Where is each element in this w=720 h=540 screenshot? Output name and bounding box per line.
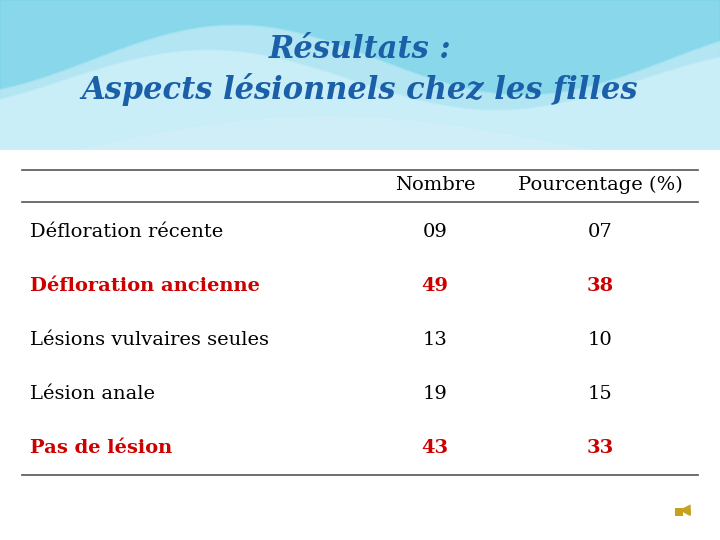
Bar	[0, 0, 720, 210]
Bar	[0, 150, 720, 480]
Text: Pas de lésion: Pas de lésion	[30, 439, 172, 457]
Text: 38: 38	[586, 277, 613, 295]
Text: Défloration récente: Défloration récente	[30, 223, 223, 241]
Text: Aspects lésionnels chez les filles: Aspects lésionnels chez les filles	[82, 73, 638, 106]
Text: 49: 49	[421, 277, 449, 295]
Text: 13: 13	[423, 331, 447, 349]
Text: 15: 15	[588, 385, 613, 403]
Text: Lésions vulvaires seules: Lésions vulvaires seules	[30, 331, 269, 349]
Text: 19: 19	[423, 385, 447, 403]
Text: 43: 43	[421, 439, 449, 457]
Text: Lésion anale: Lésion anale	[30, 385, 155, 403]
Text: 10: 10	[588, 331, 613, 349]
Text: Défloration ancienne: Défloration ancienne	[30, 277, 260, 295]
Text: 33: 33	[586, 439, 613, 457]
Text: 07: 07	[588, 223, 613, 241]
Bar	[675, 508, 683, 516]
Text: Résultats :: Résultats :	[269, 35, 451, 65]
Text: Pourcentage (%): Pourcentage (%)	[518, 176, 683, 194]
Wedge shape	[683, 508, 691, 516]
Text: 09: 09	[423, 223, 447, 241]
Text: ◀: ◀	[679, 503, 691, 517]
Text: Nombre: Nombre	[395, 176, 475, 194]
